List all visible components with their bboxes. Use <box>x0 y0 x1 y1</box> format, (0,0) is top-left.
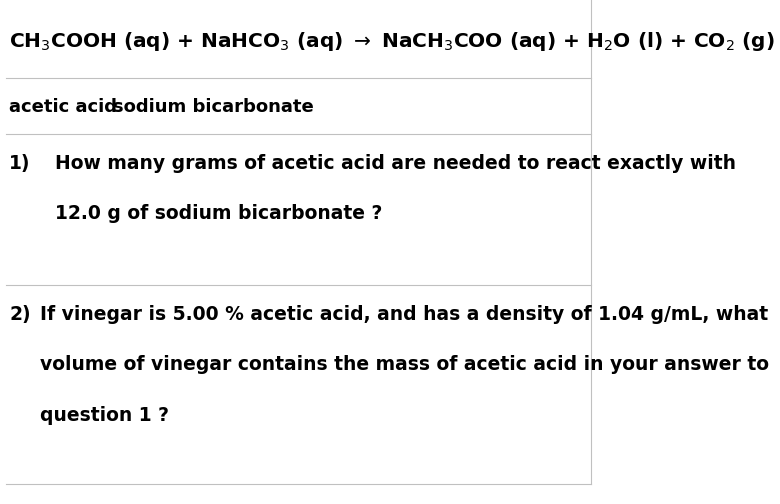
Text: How many grams of acetic acid are needed to react exactly with: How many grams of acetic acid are needed… <box>55 154 736 173</box>
Text: 12.0 g of sodium bicarbonate ?: 12.0 g of sodium bicarbonate ? <box>55 204 382 223</box>
Text: If vinegar is 5.00 % acetic acid, and has a density of 1.04 g/mL, what: If vinegar is 5.00 % acetic acid, and ha… <box>40 305 768 324</box>
Text: acetic acid: acetic acid <box>9 98 117 116</box>
Text: 1): 1) <box>9 154 30 173</box>
Text: volume of vinegar contains the mass of acetic acid in your answer to: volume of vinegar contains the mass of a… <box>40 355 768 374</box>
Text: question 1 ?: question 1 ? <box>40 406 168 425</box>
Text: 2): 2) <box>9 305 30 324</box>
Text: CH$_3$COOH (aq) + NaHCO$_3$ (aq) $\rightarrow$ NaCH$_3$COO (aq) + H$_2$O (l) + C: CH$_3$COOH (aq) + NaHCO$_3$ (aq) $\right… <box>9 30 775 53</box>
Text: sodium bicarbonate: sodium bicarbonate <box>113 98 314 116</box>
